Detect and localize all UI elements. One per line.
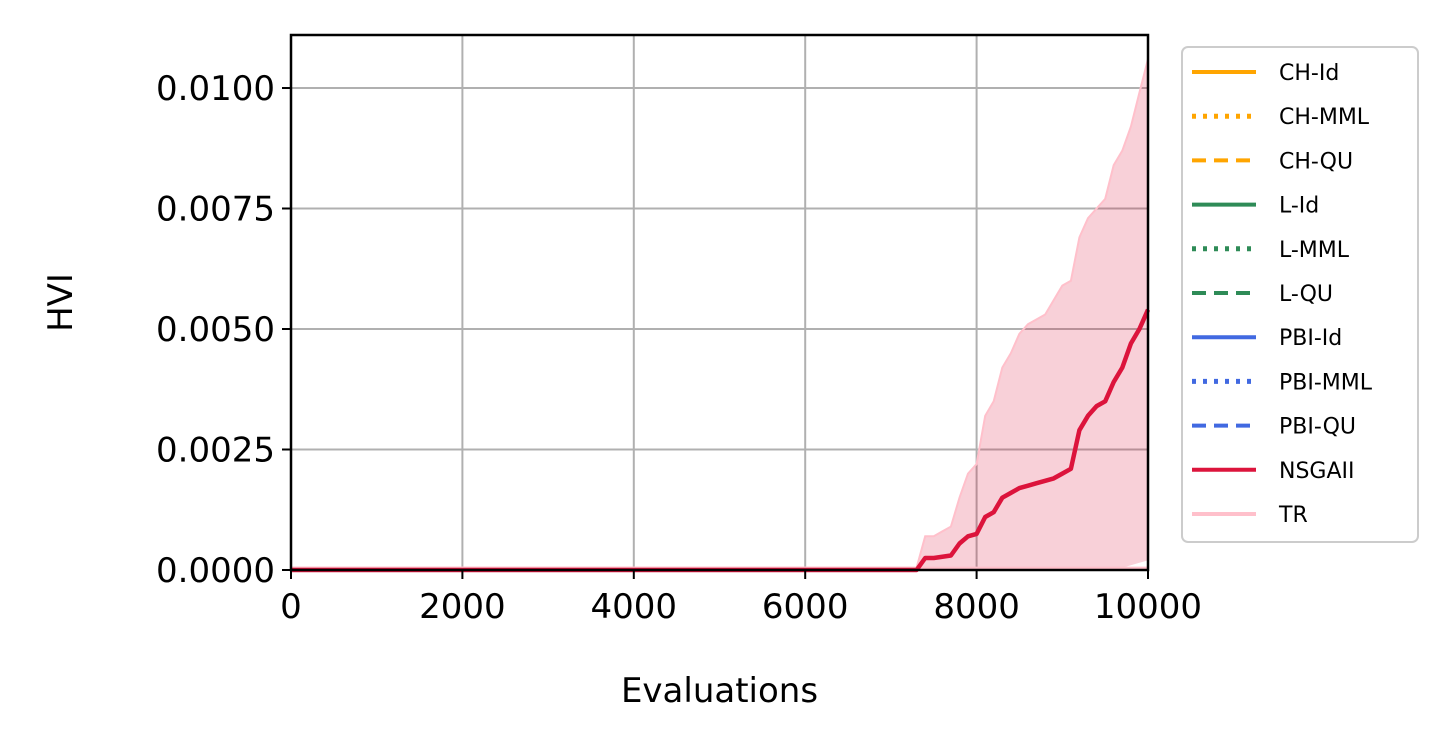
y-tick-label: 0.0000 bbox=[156, 551, 275, 591]
plot-frame bbox=[289, 33, 1150, 572]
y-tick-label: 0.0100 bbox=[156, 69, 275, 109]
legend-label: L-MML bbox=[1279, 238, 1350, 263]
legend: CH-Id CH-MML CH-QU L-Id L-MML L-QU PBI-Id PBI-M… bbox=[1181, 46, 1419, 543]
x-tick-label: 8000 bbox=[933, 587, 1020, 627]
x-tick-label: 6000 bbox=[762, 587, 849, 627]
series-lines bbox=[291, 308, 1151, 573]
nsgaii-band-group bbox=[291, 58, 1149, 570]
legend-label: L-QU bbox=[1279, 282, 1333, 307]
legend-label: L-Id bbox=[1279, 194, 1319, 219]
legend-label: PBI-QU bbox=[1279, 415, 1356, 440]
x-axis-title: Evaluations bbox=[621, 671, 818, 711]
nsgaii-line bbox=[291, 308, 1151, 573]
legend-label: TR bbox=[1278, 503, 1308, 528]
x-tick-label: 10000 bbox=[1094, 587, 1202, 627]
y-axis-title: HVI bbox=[41, 273, 81, 332]
legend-label: PBI-MML bbox=[1279, 370, 1373, 395]
nsgaii-band-upper-edge bbox=[291, 58, 1149, 569]
legend-box bbox=[1181, 46, 1419, 543]
x-tick-label: 2000 bbox=[419, 587, 506, 627]
nsgaii-band-area bbox=[291, 59, 1148, 570]
y-axis-ticks: 0.0000 0.0025 0.0050 0.0075 0.0100 bbox=[156, 69, 291, 591]
legend-label: CH-Id bbox=[1279, 61, 1339, 86]
y-tick-label: 0.0050 bbox=[156, 310, 275, 350]
x-axis-ticks: 0 2000 4000 6000 8000 10000 bbox=[280, 570, 1202, 627]
legend-label: NSGAII bbox=[1279, 459, 1355, 484]
legend-label: CH-MML bbox=[1279, 105, 1370, 130]
x-tick-label: 0 bbox=[280, 587, 302, 627]
legend-label: PBI-Id bbox=[1279, 326, 1342, 351]
x-tick-label: 4000 bbox=[591, 587, 678, 627]
y-tick-label: 0.0025 bbox=[156, 431, 275, 471]
legend-label: CH-QU bbox=[1279, 149, 1353, 174]
y-tick-label: 0.0075 bbox=[156, 190, 275, 230]
